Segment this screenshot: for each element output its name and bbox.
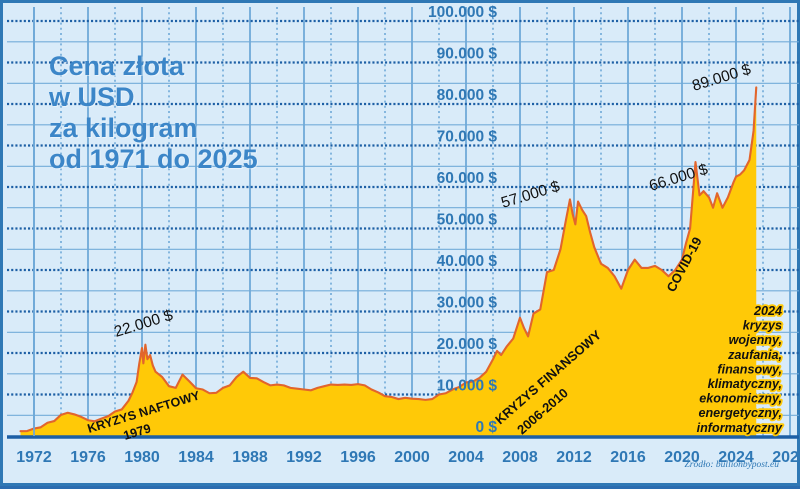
annotation-crisis-2024-line: kryzys <box>743 319 782 333</box>
title-line-4: od 1971 do 2025 <box>49 144 258 174</box>
price-line <box>19 86 758 433</box>
annotation-crisis-2024-halo: ekonomiczny, <box>699 392 782 406</box>
annotation-crisis-2024-halo: finansowy, <box>717 362 782 376</box>
annotation-peak-2012: 57.000 $ <box>499 178 562 212</box>
x-tick-label: 2016 <box>610 449 646 466</box>
x-tick-label: 2028 <box>772 449 800 466</box>
x-tick-label: 2000 <box>394 449 430 466</box>
y-tick-label: 40.000 $ <box>437 253 498 270</box>
gold-price-chart: 0 $ 10.000 $ 20.000 $ 30.000 $ 40.000 $ 50.00… <box>7 4 800 466</box>
y-tick-label: 80.000 $ <box>437 87 498 104</box>
annotation-crisis-2024-halo: zaufania, <box>727 348 782 362</box>
svg-text:89.000 $: 89.000 $ <box>690 61 753 95</box>
annotation-crisis-2024-line: klimatyczny, <box>708 377 782 391</box>
x-tick-label: 2024 <box>718 449 754 466</box>
x-tick-label: 2004 <box>448 449 484 466</box>
title-line-3: za kilogram <box>49 113 198 143</box>
annotation-crisis-2024-halo: informatyczny <box>697 421 783 435</box>
x-tick-label: 1988 <box>232 449 268 466</box>
annotation-crisis-2024-halo: klimatyczny, <box>708 377 782 391</box>
title-line-1: Cena złota <box>49 51 185 81</box>
annotation-crisis-2024: 20242024kryzyskryzyswojenny,wojenny,zauf… <box>695 302 785 436</box>
x-tick-label: 2020 <box>664 449 700 466</box>
page-title: Cena złota w USD za kilogram od 1971 do 202… <box>49 51 258 175</box>
annotation-crisis-2024-halo: kryzys <box>743 319 782 333</box>
title-line-2: w USD <box>49 82 135 112</box>
y-tick-label: 0 $ <box>475 419 497 436</box>
x-tick-label: 1984 <box>178 449 214 466</box>
y-tick-label: 20.000 $ <box>437 336 498 353</box>
source-attribution: Źródło: bullionbypost.eu <box>684 460 779 470</box>
x-tick-label: 1996 <box>340 449 376 466</box>
y-tick-label: 70.000 $ <box>437 129 498 146</box>
y-tick-label: 60.000 $ <box>437 170 498 187</box>
annotation-crisis-2024-line: wojenny, <box>729 333 782 347</box>
area-fill <box>20 87 757 437</box>
x-tick-label: 2008 <box>502 449 538 466</box>
annotation-crisis-2024-line: ekonomiczny, <box>699 392 782 406</box>
annotation-crisis-2024-halo: wojenny, <box>729 333 782 347</box>
y-tick-label: 100.000 $ <box>428 4 497 21</box>
annotation-crisis-2024-line: finansowy, <box>717 362 782 376</box>
x-tick-label: 1972 <box>16 449 52 466</box>
x-tick-label: 1976 <box>70 449 106 466</box>
x-tick-label: 1980 <box>124 449 160 466</box>
y-tick-label: 50.000 $ <box>437 212 498 229</box>
annotation-peak-2025: 89.000 $ <box>690 61 753 95</box>
y-tick-label: 30.000 $ <box>437 295 498 312</box>
y-tick-label: 90.000 $ <box>437 46 498 63</box>
annotation-crisis-2024-line: informatyczny <box>697 421 783 435</box>
y-tick-label: 10.000 $ <box>437 378 498 395</box>
annotation-crisis-2024-line: zaufania, <box>727 348 782 362</box>
annotation-crisis-2024-line: energetyczny, <box>698 406 782 420</box>
annotation-crisis-2024-halo: 2024 <box>753 304 782 318</box>
x-tick-label: 1992 <box>286 449 322 466</box>
annotation-crisis-2024-line: 2024 <box>753 304 782 318</box>
x-tick-label: 2012 <box>556 449 592 466</box>
svg-text:57.000 $: 57.000 $ <box>499 178 562 212</box>
annotation-crisis-2024-halo: energetyczny, <box>698 406 782 420</box>
